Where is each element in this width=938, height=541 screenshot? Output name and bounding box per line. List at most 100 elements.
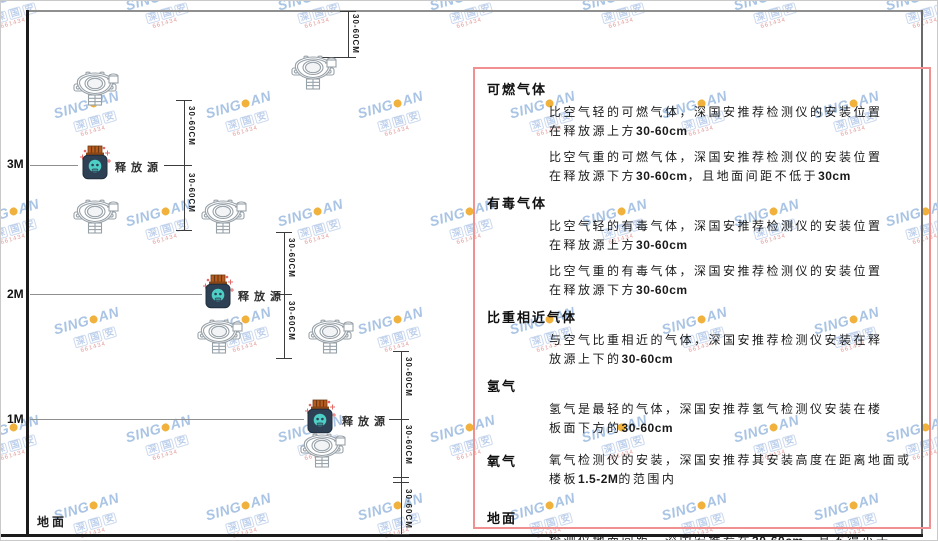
dim-tick [393,418,409,420]
section-heading: 氧气 [487,454,518,469]
watermark-dot-icon [769,0,779,1]
watermark-cjk-char: 安 [21,1,38,17]
dim-label: 30-60CM [187,106,196,146]
watermark-code: 661434 [304,17,331,31]
watermark-cjk-char: 国 [159,221,175,237]
release-source-label: 释放源 [342,416,390,428]
watermark-cjk-char: 深 [72,519,89,535]
watermark-cjk-char: 国 [615,5,631,21]
watermark-cjk: 深国安 [376,506,430,536]
watermark-cjk: 深国安 [72,104,126,134]
section-paragraph: 比空气轻的有毒气体，深国安推荐检测仪的安装位置在释放源上方30-60cm [549,219,883,252]
watermark-cjk: 深国安 [224,104,278,134]
gas-detector-icon [308,319,354,354]
watermark-cjk: 深国安 [752,1,806,26]
watermark-cjk: 深国安 [72,320,126,350]
watermark-cjk: 深国安 [376,320,430,350]
wall-axis-line [26,10,29,536]
watermark-cjk: 深国安 [296,212,350,242]
watermark-cjk-char: 国 [87,113,103,129]
release-source-label: 释放源 [238,291,286,303]
right-frame-line [921,10,923,536]
dim-tick [276,357,292,359]
watermark-cjk-char: 深 [296,9,313,25]
dim-tick [321,56,356,58]
watermark-cjk-char: 深 [376,333,393,349]
watermark-dot-icon [313,0,323,1]
release-source-icon [304,399,337,434]
watermark-cjk: 深国安 [1,212,46,242]
dim-tick [393,477,409,478]
watermark-cjk-char: 安 [325,1,342,17]
ground-line [1,534,923,537]
watermark-dot-icon [161,0,171,1]
watermark-cjk-char: 深 [144,441,161,457]
watermark-cjk-char: 安 [933,217,937,233]
gas-detector-icon [291,55,337,90]
section-paragraph: 比空气重的可燃气体，深国安推荐检测仪的安装位置在释放源下方30-60cm，且地面… [549,150,883,183]
watermark-cjk-char: 安 [405,109,422,125]
release-source-icon [79,145,112,180]
watermark-cjk-char: 国 [87,329,103,345]
section-oxygen: 氧气 氧气检测仪的安装，深国安推荐其安装高度在距离地面或楼板1.5-2M的范围内 [487,446,921,496]
watermark-cjk-char: 国 [7,5,23,21]
watermark-cjk-char: 国 [7,437,23,453]
watermark-cjk-char: 深 [1,441,9,457]
watermark-cjk-char: 深 [448,441,465,457]
dim-tick [176,229,192,231]
dim-line-ceiling [348,11,349,57]
watermark-code: 661434 [80,341,107,355]
level-line-2m [30,294,202,295]
watermark-cjk-char: 安 [173,433,190,449]
watermark-dot-icon [392,314,403,325]
watermark-dot-icon [617,0,627,1]
section-similar-density-gas: 比重相近气体 与空气比重相近的气体，深国安推荐检测仪安装在释放源上下的30-60… [487,307,921,369]
level-line-1m [30,419,304,420]
section-toxic-gas: 有毒气体 比空气轻的有毒气体，深国安推荐检测仪的安装位置在释放源上方30-60c… [487,193,921,300]
dim-tick [176,164,192,166]
leader-1m [389,419,401,420]
watermark-code: 661434 [232,125,259,139]
watermark-cjk-char: 安 [173,1,190,17]
watermark-cjk-char: 深 [600,9,617,25]
watermark-code: 661434 [304,233,331,247]
watermark-dot-icon [240,98,251,109]
dim-label: 30-60CM [351,14,360,54]
watermark-cjk-char: 安 [325,217,342,233]
watermark-code: 661434 [384,341,411,355]
watermark-cjk: 深国安 [144,428,198,458]
watermark-dot-icon [88,500,99,511]
section-paragraph: 氢气是最轻的气体，深国安推荐氢气检测仪安装在楼板面下方的30-60cm [549,402,883,435]
dim-tick [276,231,292,233]
watermark-cjk-char: 国 [391,329,407,345]
watermark-cjk-char: 深 [72,333,89,349]
watermark-code: 661434 [760,17,787,31]
watermark-cjk-char: 深 [1,9,9,25]
dim-label: 30-60CM [404,489,413,529]
watermark-cjk: 深国安 [72,506,126,536]
watermark-cjk-char: 深 [1,225,9,241]
watermark-cjk-char: 安 [781,1,798,17]
watermark-dot-icon [312,206,323,217]
watermark-cjk-char: 深 [224,117,241,133]
watermark-code: 661434 [384,125,411,139]
watermark-dot-icon [465,0,475,1]
level-label-2m: 2M [7,287,24,301]
watermark-cjk-char: 深 [752,9,769,25]
watermark-cjk: 深国安 [296,1,350,26]
watermark-cjk: 深国安 [600,1,654,26]
watermark-cjk-char: 安 [933,1,937,17]
dim-label: 30-60CM [187,173,196,213]
dim-line-1m [401,351,402,534]
watermark-code: 661434 [152,449,179,463]
watermark-cjk-char: 国 [767,5,783,21]
watermark-code: 661434 [456,17,483,31]
